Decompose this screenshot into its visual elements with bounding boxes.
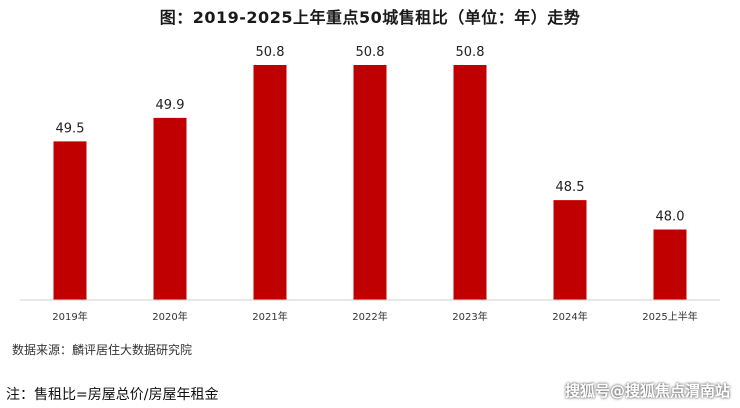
category-label-6: 2025上半年 <box>642 310 697 323</box>
bar-1 <box>153 117 187 300</box>
chart-title: 图：2019-2025上年重点50城售租比（单位：年）走势 <box>159 8 581 27</box>
bar-0 <box>53 141 87 300</box>
bar-4 <box>453 65 487 300</box>
watermark: 搜狐号@搜狐焦点渭南站 <box>564 382 730 400</box>
bar-2 <box>253 65 287 300</box>
category-label-2: 2021年 <box>252 310 287 323</box>
bar-6 <box>653 229 687 300</box>
bar-5 <box>553 200 587 300</box>
category-label-1: 2020年 <box>152 310 187 323</box>
value-label-5: 48.5 <box>556 180 585 195</box>
category-label-3: 2022年 <box>352 310 387 323</box>
value-label-6: 48.0 <box>656 210 685 225</box>
value-labels-group: 49.5 49.9 50.8 50.8 50.8 48.5 48.0 <box>56 45 685 225</box>
data-source: 数据来源：麟评居住大数据研究院 <box>12 343 193 357</box>
value-label-1: 49.9 <box>156 98 185 113</box>
bar-3 <box>353 65 387 300</box>
category-label-5: 2024年 <box>552 310 587 323</box>
value-label-3: 50.8 <box>356 45 385 60</box>
bars-group <box>53 65 687 300</box>
category-label-0: 2019年 <box>52 310 87 323</box>
category-label-4: 2023年 <box>452 310 487 323</box>
value-label-4: 50.8 <box>456 45 485 60</box>
category-labels-group: 2019年 2020年 2021年 2022年 2023年 2024年 2025上半年 <box>52 310 697 323</box>
footnote: 注：售租比=房屋总价/房屋年租金 <box>6 387 219 403</box>
value-label-0: 49.5 <box>56 121 85 136</box>
value-label-2: 50.8 <box>256 45 285 60</box>
